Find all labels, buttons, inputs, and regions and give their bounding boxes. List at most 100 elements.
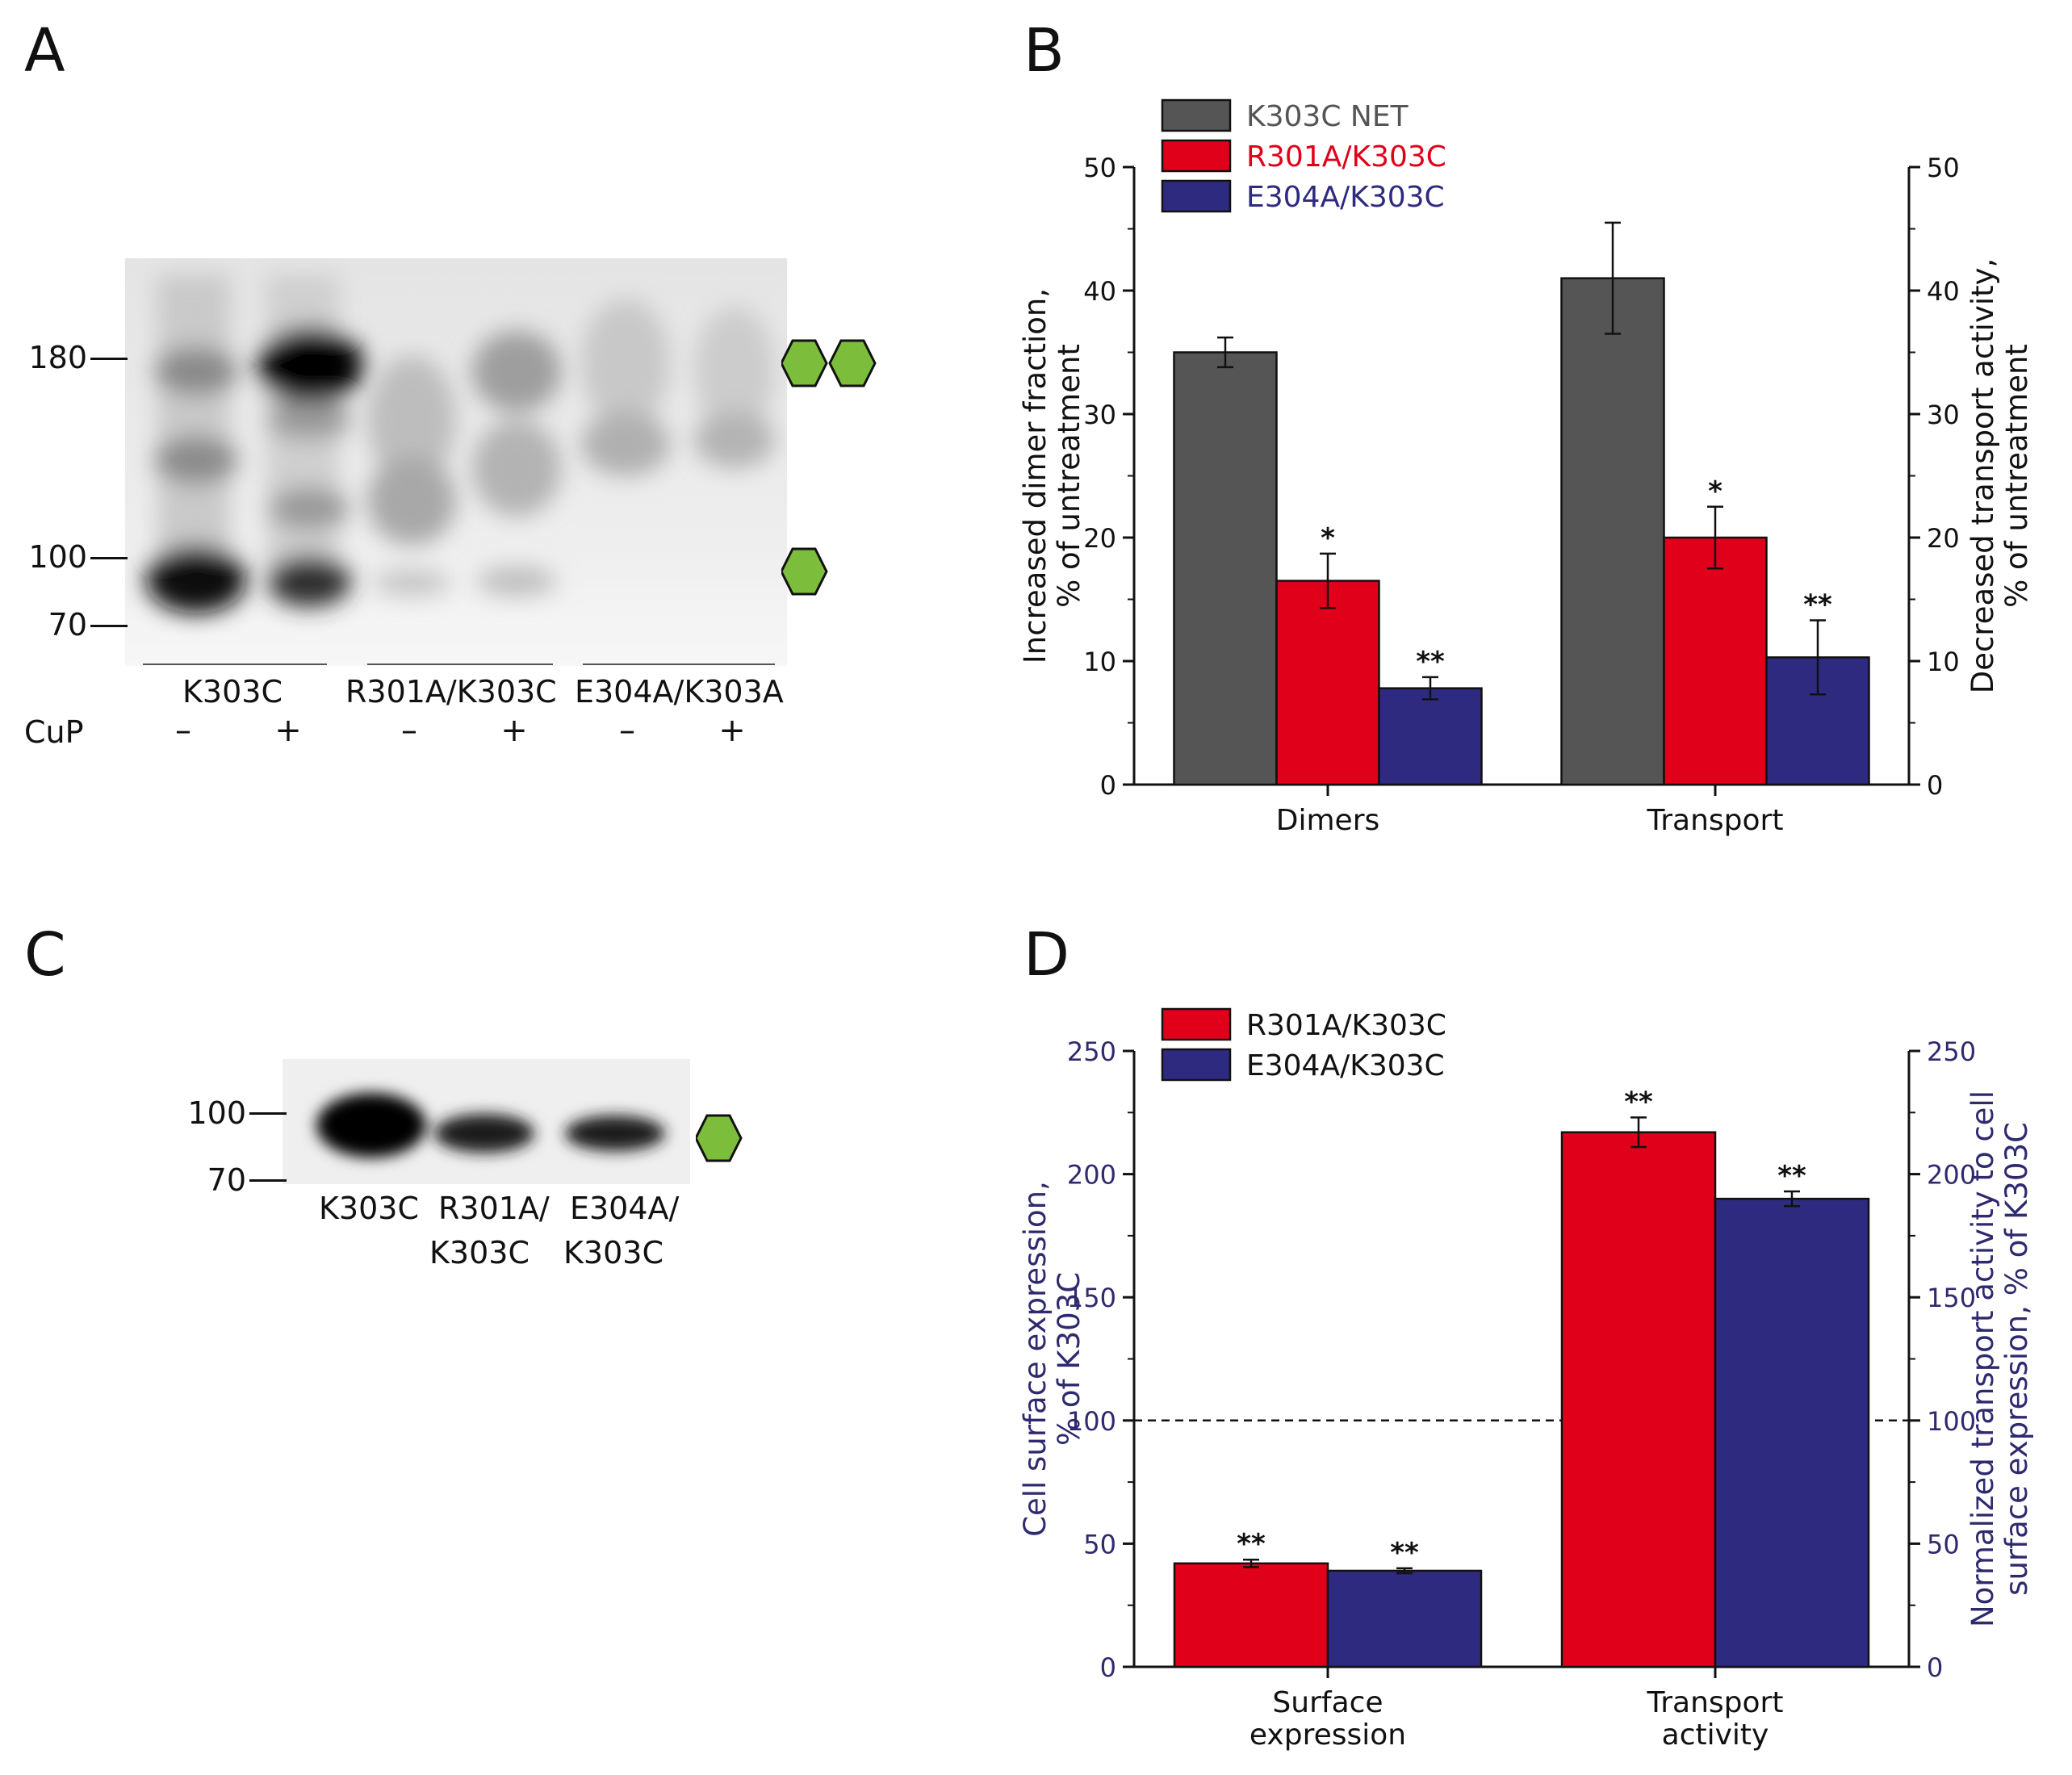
- lane-group-label-2: R301A/K303C: [345, 674, 557, 710]
- monomer-hexagon-icon: [696, 1114, 743, 1162]
- treatment-label: CuP: [24, 714, 84, 750]
- y-tick-label-right: 100: [1927, 1406, 1976, 1437]
- y-axis-title-left-line2: % of untreatment: [1052, 344, 1086, 608]
- treatment-sign: +: [718, 712, 746, 749]
- bar: [1378, 687, 1483, 786]
- panel-b-letter: B: [1023, 16, 1065, 86]
- mw-marker-70: 70: [48, 607, 87, 643]
- y-tick-label-right: 250: [1927, 1036, 1976, 1067]
- lane-1-bands: [146, 274, 246, 613]
- significance-label: **: [1390, 1537, 1419, 1569]
- treatment-sign: –: [401, 712, 417, 749]
- panel-d-letter: D: [1023, 920, 1069, 990]
- significance-label: **: [1777, 1160, 1806, 1192]
- treatment-sign: –: [175, 712, 191, 749]
- mw-marker-100: 100: [28, 539, 87, 575]
- bar: [1663, 536, 1768, 786]
- x-category-label: activity: [1662, 1718, 1769, 1752]
- y-tick-label-left: 50: [1083, 153, 1116, 183]
- lane-4-bands: [472, 331, 561, 596]
- lane-label-3-line2: K303C: [563, 1235, 663, 1271]
- blot-c: [283, 1059, 690, 1184]
- mw-tick-100: [90, 557, 128, 559]
- group-bracket-2: [367, 664, 553, 665]
- y-tick-label-right: 200: [1927, 1160, 1976, 1191]
- panel-c-letter: C: [24, 920, 66, 990]
- legend-label: E304A/K303C: [1246, 1049, 1445, 1082]
- legend-label: R301A/K303C: [1246, 140, 1446, 174]
- y-axis-title-right-line2: % of untreatment: [1999, 344, 2034, 608]
- y-tick-label-right: 20: [1927, 523, 1960, 554]
- y-tick-label-left: 200: [1067, 1160, 1116, 1191]
- lane-group-label-1: K303C: [182, 674, 283, 710]
- y-tick-label-right: 30: [1927, 400, 1960, 430]
- treatment-sign: –: [619, 712, 635, 749]
- dimer-hexagon-pair-icon: [781, 339, 877, 387]
- y-tick-label-left: 50: [1083, 1529, 1116, 1559]
- y-tick-label-right: 150: [1927, 1283, 1976, 1313]
- y-axis-title-left-line1: Cell surface expression,: [1018, 1181, 1053, 1537]
- legend-swatch: [1161, 98, 1232, 132]
- x-category-label: Surface: [1272, 1686, 1383, 1719]
- legend-label: R301A/K303C: [1246, 1009, 1446, 1042]
- y-tick-label-right: 40: [1927, 276, 1960, 307]
- monomer-hexagon-icon: [781, 547, 828, 596]
- y-tick-label-left: 250: [1067, 1036, 1116, 1067]
- legend-swatch: [1161, 1048, 1232, 1082]
- mw-marker-70: 70: [207, 1162, 246, 1198]
- mw-tick-70: [90, 625, 128, 627]
- bar: [1275, 580, 1380, 786]
- significance-label: **: [1803, 589, 1832, 622]
- lane-2-bands: [258, 274, 363, 607]
- y-tick-label-left: 0: [1100, 1652, 1116, 1683]
- y-axis-title-right-line1: Decreased transport activity,: [1965, 258, 2000, 694]
- x-category-label: expression: [1249, 1718, 1406, 1752]
- y-axis-title-left-line2: % of K303C: [1052, 1272, 1086, 1446]
- bar: [1714, 1197, 1870, 1668]
- y-tick-label-left: 10: [1083, 647, 1116, 677]
- treatment-sign: +: [274, 712, 302, 749]
- bar: [1560, 277, 1665, 786]
- mw-tick-70: [249, 1179, 287, 1182]
- x-category-label: Transport: [1647, 804, 1784, 837]
- significance-label: **: [1624, 1086, 1653, 1118]
- y-tick-label-left: 100: [1067, 1406, 1116, 1437]
- group-bracket-3: [583, 664, 775, 665]
- blot-a: [125, 258, 787, 666]
- x-category-label: Transport: [1647, 1686, 1784, 1719]
- significance-label: *: [1708, 475, 1722, 508]
- y-tick-label-right: 50: [1927, 1529, 1960, 1559]
- lane-label-2-line1: R301A/: [438, 1191, 550, 1226]
- significance-label: *: [1321, 522, 1335, 555]
- y-axis-title-right-line2: surface expression, % of K303C: [1999, 1122, 2034, 1596]
- legend-label: K303C NET: [1246, 100, 1409, 133]
- lane-3-bands: [367, 355, 456, 596]
- y-tick-label-left: 0: [1100, 770, 1116, 801]
- y-tick-label-right: 0: [1927, 770, 1943, 801]
- lane-5-bands: [581, 299, 670, 476]
- bar: [1173, 351, 1278, 786]
- y-tick-label-right: 0: [1927, 1652, 1943, 1683]
- chart-panel-d: 0 0 50 50 100 100 150 150 200 200 250 250 ** ** Surfac…: [1018, 1007, 2034, 1752]
- panel-a-letter: A: [24, 16, 65, 86]
- lane-label-3-line1: E304A/: [570, 1191, 680, 1226]
- y-axis-title-left-line1: Increased dimer fraction,: [1018, 288, 1053, 664]
- mw-tick-180: [90, 358, 128, 360]
- legend-label: E304A/K303C: [1246, 181, 1445, 214]
- bar: [1560, 1131, 1717, 1668]
- y-tick-label-left: 20: [1083, 523, 1116, 554]
- significance-label: **: [1416, 646, 1445, 678]
- bar: [1173, 1562, 1329, 1668]
- mw-marker-100: 100: [187, 1095, 246, 1131]
- group-bracket-1: [143, 664, 327, 665]
- y-tick-label-left: 150: [1067, 1283, 1116, 1313]
- legend-swatch: [1161, 1007, 1232, 1041]
- treatment-sign: +: [500, 712, 528, 749]
- y-tick-label-right: 50: [1927, 153, 1960, 183]
- legend-swatch: [1161, 179, 1232, 213]
- y-tick-label-left: 40: [1083, 276, 1116, 307]
- mw-marker-180: 180: [28, 340, 87, 375]
- lane-label-2-line2: K303C: [429, 1235, 530, 1271]
- y-tick-label-right: 10: [1927, 647, 1960, 677]
